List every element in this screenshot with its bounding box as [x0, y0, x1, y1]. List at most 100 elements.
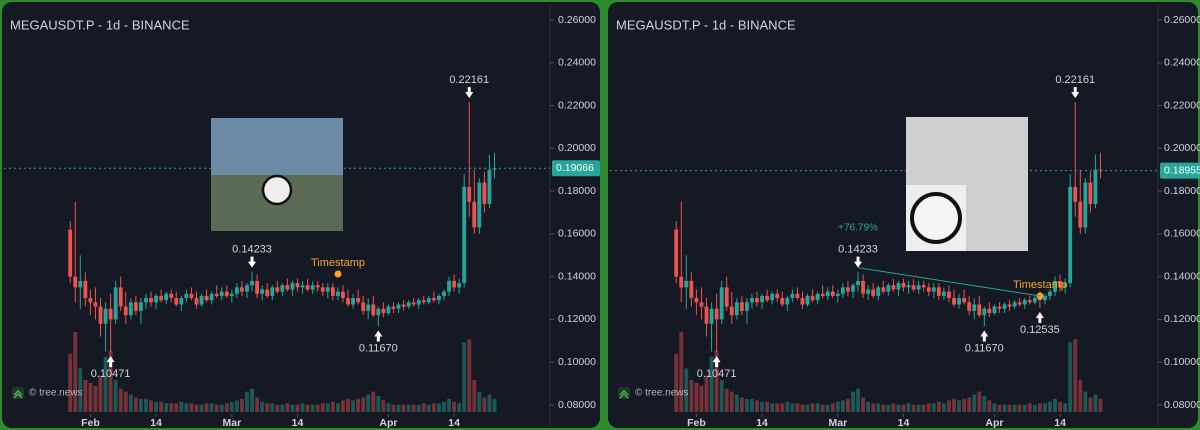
annotation-arrow [248, 256, 257, 268]
volume-bar [896, 404, 901, 412]
volume-bar [492, 398, 497, 412]
volume-bar [462, 342, 467, 412]
volume-bar [820, 404, 825, 412]
candle-body [967, 302, 972, 311]
candle-body [411, 302, 416, 305]
change-label: +76.79% [838, 222, 878, 233]
y-tick-label: 0.08000 [1164, 399, 1200, 411]
volume-bar [891, 403, 896, 412]
candle-body [947, 291, 951, 299]
candle-body [406, 302, 411, 307]
candle-body [840, 287, 845, 294]
candle-body [987, 308, 992, 314]
x-tick-label: 14 [898, 417, 910, 429]
watermark-chevrons [619, 389, 629, 399]
candle-body [734, 302, 739, 316]
volume-bar [790, 403, 795, 412]
logo-icon [910, 192, 962, 244]
volume-bar [684, 368, 689, 412]
candle-body [138, 302, 143, 311]
volume-bar [694, 382, 699, 412]
volume-bar [866, 401, 871, 412]
volume-bar [189, 403, 194, 412]
candle-body [341, 291, 345, 299]
candle-body [770, 293, 775, 301]
chart-title: MEGAUSDT.P - 1d - BINANCE [10, 17, 190, 32]
volume-bar [1043, 403, 1047, 412]
volume-bar [426, 404, 431, 412]
volume-bar [467, 339, 472, 412]
candle-body [290, 283, 295, 290]
candle-body [1093, 169, 1098, 204]
timestamp-label: Timestamp [1013, 279, 1067, 291]
candle-body [1002, 304, 1007, 309]
candle-body [285, 285, 290, 290]
volume-bar [128, 394, 133, 412]
volume-bar [416, 404, 421, 412]
candle-body [724, 287, 729, 307]
candle-body [714, 308, 719, 320]
annotation-arrow [465, 87, 474, 99]
y-tick-label: 0.20000 [558, 142, 596, 154]
y-tick-label: 0.22000 [558, 99, 596, 111]
x-tick-label: Mar [828, 417, 847, 429]
candle-body [133, 302, 138, 311]
candle-body [68, 229, 73, 277]
timestamp-dot [334, 270, 342, 278]
candle-body [416, 300, 421, 305]
candle-body [795, 293, 800, 299]
volume-bar [941, 403, 946, 412]
volume-bar [846, 398, 850, 412]
candle-body [240, 287, 244, 292]
timestamp-label: Timestamp [311, 257, 365, 269]
volume-bar [93, 385, 98, 412]
candle-body [729, 306, 734, 316]
candle-body [871, 289, 876, 296]
y-tick-label: 0.26000 [1164, 14, 1200, 26]
y-tick-label: 0.16000 [1164, 228, 1200, 240]
candle-body [1022, 300, 1027, 305]
y-tick-label: 0.18000 [1164, 185, 1200, 197]
last-price-label: 0.18955 [1164, 164, 1200, 176]
volume-bar [972, 394, 977, 412]
candle-body [962, 298, 967, 303]
volume-bar [780, 403, 785, 412]
volume-bar [714, 350, 719, 412]
candle-body [936, 287, 941, 296]
volume-bar [674, 353, 679, 412]
candle-body [224, 291, 229, 296]
volume-bar [729, 391, 734, 412]
volume-bar [361, 397, 366, 412]
annotation-label: 0.22161 [449, 74, 489, 86]
candle-body [265, 289, 270, 296]
volume-bar [1048, 401, 1052, 412]
annotation-arrow [1035, 312, 1044, 324]
candle-body [113, 287, 118, 320]
volume-bar [169, 403, 174, 412]
volume-bar [825, 404, 830, 412]
y-tick-label: 0.10000 [1164, 356, 1200, 368]
candle-body [437, 295, 441, 301]
candle-body [123, 306, 128, 316]
candle-body [426, 298, 431, 303]
candle-body [184, 293, 189, 299]
volume-bar [275, 404, 280, 412]
volume-bar [770, 403, 775, 412]
candle-body [674, 229, 679, 277]
volume-bar [154, 401, 158, 412]
y-tick-label: 0.24000 [558, 57, 596, 69]
candle-body [199, 295, 204, 305]
candle-body [371, 304, 376, 316]
volume-bar [280, 404, 285, 412]
candle-body [921, 285, 926, 288]
volume-bar [840, 400, 845, 412]
y-tick-label: 0.12000 [558, 313, 596, 325]
volume-bar [931, 403, 936, 412]
x-tick-label: 14 [150, 417, 162, 429]
volume-bar [997, 404, 1002, 412]
volume-bar [179, 401, 184, 412]
candle-body [159, 295, 164, 301]
candle-body [108, 308, 113, 320]
volume-bar [987, 400, 992, 412]
volume-bar [886, 404, 891, 412]
